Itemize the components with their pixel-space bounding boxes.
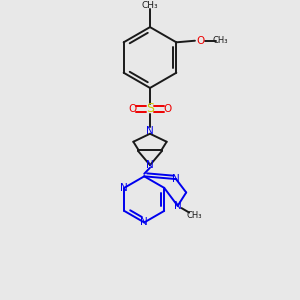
Text: N: N	[146, 125, 154, 136]
Text: O: O	[128, 104, 136, 114]
Text: N: N	[140, 218, 148, 227]
Text: O: O	[164, 104, 172, 114]
Text: S: S	[146, 102, 154, 115]
Text: CH₃: CH₃	[213, 36, 228, 45]
Text: N: N	[120, 183, 128, 193]
Text: CH₃: CH₃	[142, 1, 158, 10]
Text: N: N	[172, 174, 180, 184]
Text: N: N	[146, 160, 154, 170]
Text: N: N	[174, 201, 182, 211]
Text: O: O	[196, 36, 205, 46]
Text: CH₃: CH₃	[186, 211, 202, 220]
